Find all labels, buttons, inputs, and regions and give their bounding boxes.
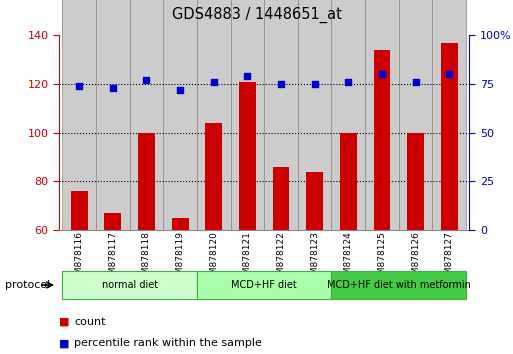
Bar xyxy=(130,0,163,230)
Text: GDS4883 / 1448651_at: GDS4883 / 1448651_at xyxy=(171,7,342,23)
Text: protocol: protocol xyxy=(5,280,50,290)
Bar xyxy=(230,0,264,230)
Point xyxy=(445,72,453,77)
Point xyxy=(344,79,352,85)
Bar xyxy=(365,0,399,230)
Bar xyxy=(272,167,289,230)
Bar xyxy=(407,133,424,230)
Bar xyxy=(96,0,130,230)
Text: ■: ■ xyxy=(59,317,69,327)
Text: MCD+HF diet with metformin: MCD+HF diet with metformin xyxy=(327,280,471,290)
Bar xyxy=(105,213,121,230)
Text: MCD+HF diet: MCD+HF diet xyxy=(231,280,297,290)
Bar xyxy=(340,133,357,230)
Bar xyxy=(71,191,88,230)
Bar xyxy=(197,0,230,230)
Point xyxy=(210,79,218,85)
Bar xyxy=(331,0,365,230)
Point xyxy=(142,77,150,83)
Bar xyxy=(205,123,222,230)
Bar xyxy=(298,0,331,230)
Bar xyxy=(172,218,188,230)
Bar xyxy=(138,133,155,230)
Text: percentile rank within the sample: percentile rank within the sample xyxy=(74,338,262,348)
Bar xyxy=(163,0,197,230)
Bar xyxy=(441,43,458,230)
Point xyxy=(411,79,420,85)
Bar xyxy=(306,172,323,230)
Bar xyxy=(239,82,256,230)
Text: normal diet: normal diet xyxy=(102,280,157,290)
Point xyxy=(310,81,319,87)
Point xyxy=(277,81,285,87)
Bar xyxy=(432,0,466,230)
Text: ■: ■ xyxy=(59,338,69,348)
Text: count: count xyxy=(74,317,106,327)
Point xyxy=(176,87,184,93)
Point xyxy=(75,83,83,89)
Bar xyxy=(373,50,390,230)
Bar xyxy=(399,0,432,230)
Point xyxy=(378,72,386,77)
Point xyxy=(109,85,117,91)
Point xyxy=(243,73,251,79)
Bar xyxy=(63,0,96,230)
Bar xyxy=(264,0,298,230)
